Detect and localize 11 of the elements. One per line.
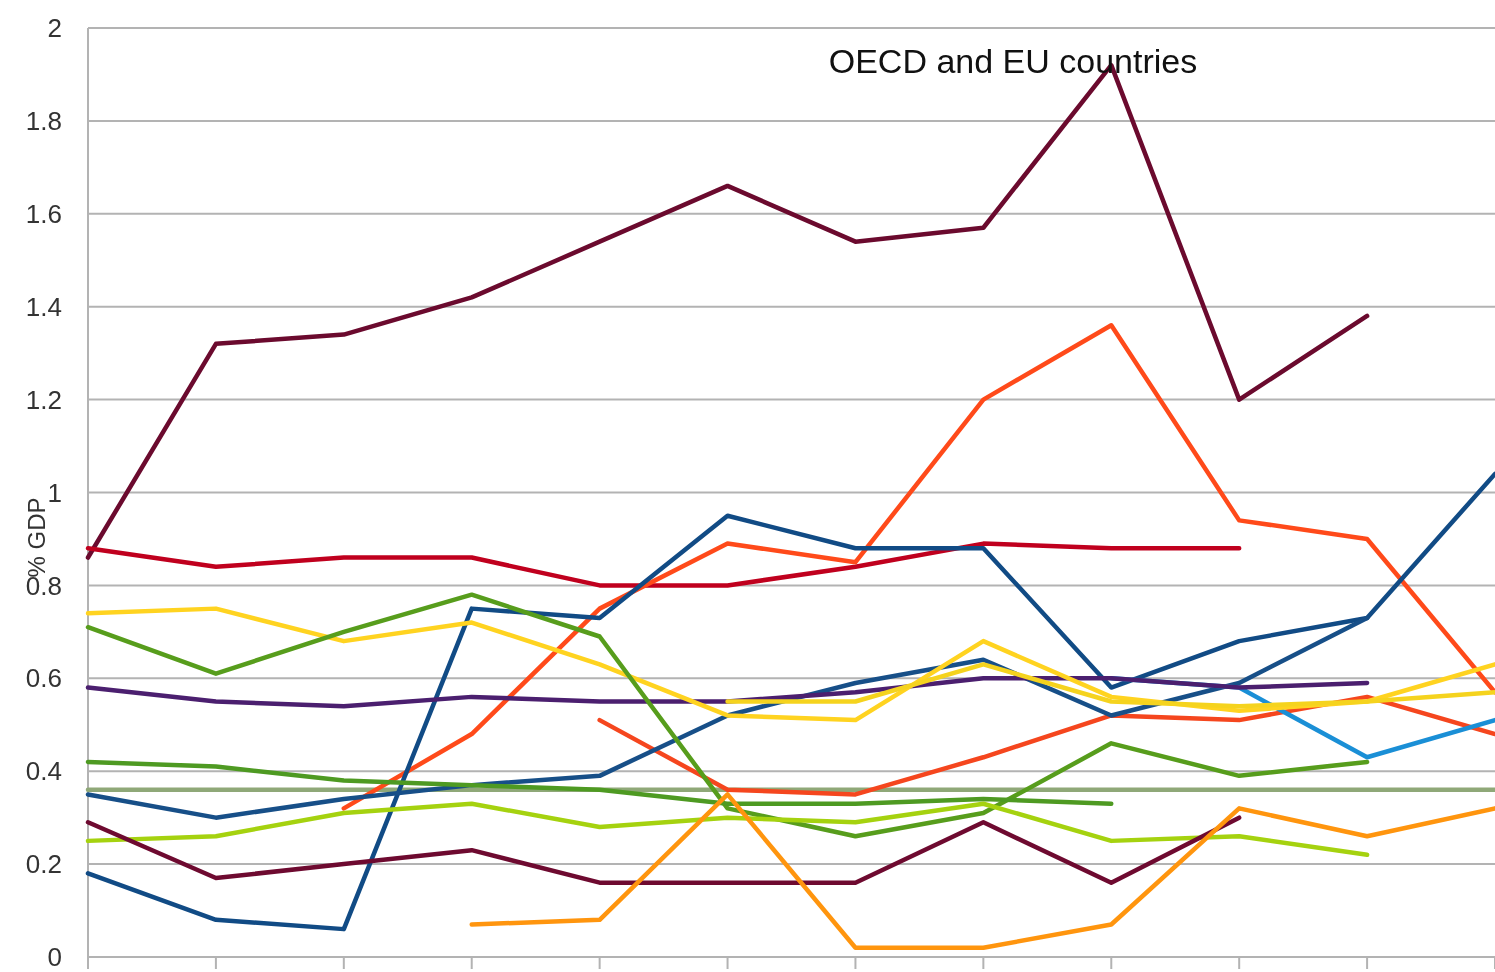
chart-title: OECD and EU countries: [828, 42, 1198, 80]
y-tick-label: 0: [47, 942, 62, 972]
y-tick-label: 2: [47, 13, 62, 44]
y-tick-label: 1.8: [25, 106, 62, 136]
y-tick-label: 0.4: [25, 756, 62, 787]
y-tick-label: 0.2: [25, 849, 62, 880]
y-tick-label: 1: [47, 477, 62, 508]
y-tick-label: 0.6: [25, 663, 62, 694]
y-tick-label: 1.4: [25, 291, 62, 322]
y-tick-label: 1.6: [25, 198, 62, 229]
y-tick-label: 1.2: [25, 384, 62, 415]
